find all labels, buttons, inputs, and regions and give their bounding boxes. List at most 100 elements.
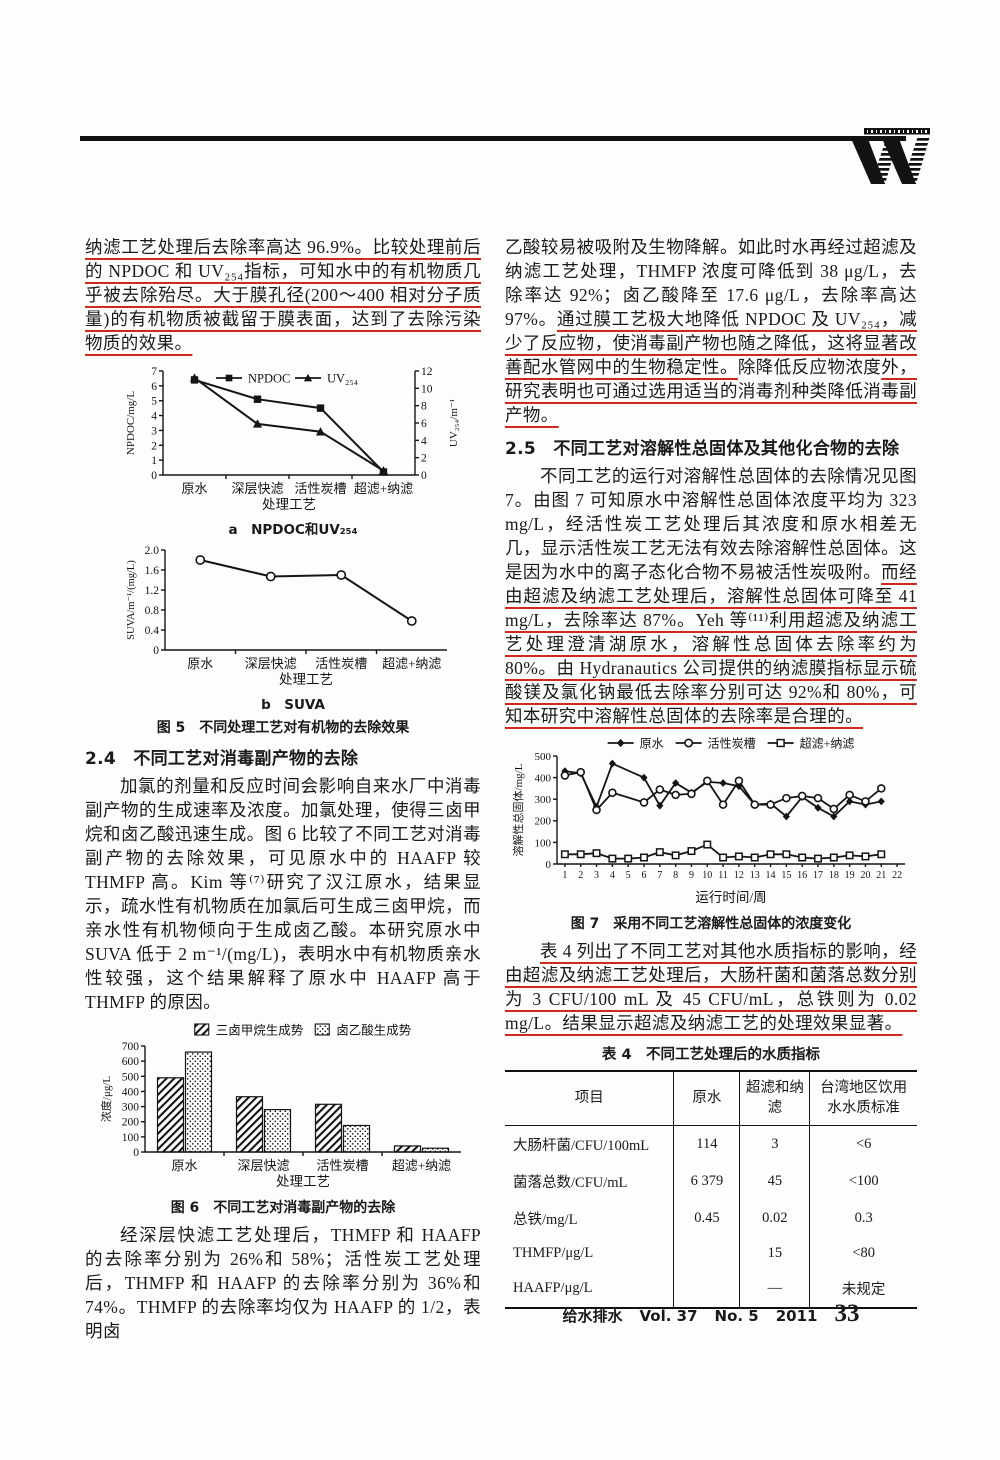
table-row: 大肠杆菌/CFU/100mL 114 3 <6 [505,1125,917,1164]
svg-text:18: 18 [829,870,839,881]
svg-text:9: 9 [689,870,694,881]
svg-text:NPDOC: NPDOC [248,372,290,386]
svg-text:12: 12 [421,366,433,378]
svg-text:三卤甲烷生成势: 三卤甲烷生成势 [216,1023,304,1038]
footer-issue: No. 5 [714,1307,759,1325]
svg-text:1.6: 1.6 [145,565,160,577]
paragraph-nf-removal: 纳滤工艺处理后去除率高达 96.9%。比较处理前后的 NPDOC 和 UV₂₅₄… [85,237,481,353]
svg-text:超滤+纳滤: 超滤+纳滤 [800,735,855,750]
svg-text:300: 300 [122,1102,140,1114]
table-cell: 45 [739,1163,810,1201]
table-cell: 6 379 [673,1163,740,1201]
svg-text:14: 14 [766,870,776,881]
footer-year: 2011 [775,1307,818,1325]
svg-text:深层快滤: 深层快滤 [245,656,297,671]
svg-text:1: 1 [151,455,157,467]
svg-text:20: 20 [860,870,870,881]
table-cell: THMFP/μg/L [513,1245,594,1262]
table4: 项目 原水 超滤和纳滤 台湾地区饮用水水质标准 大肠杆菌/CFU/100mL 114 3 <… [505,1070,917,1310]
table-row: 菌落总数/CFU/mL 6 379 45 <100 [505,1163,917,1201]
section-heading-2-4: 2.4 不同工艺对消毒副产物的去除 [85,749,359,769]
figure-5b: 0 0.4 0.8 1.2 1.6 2.0 原水 深层快滤 活性炭槽 超滤+纳滤 处理工艺 SUVA/… [123,542,481,713]
svg-text:4: 4 [151,411,157,423]
svg-text:11: 11 [718,870,728,881]
svg-text:0: 0 [153,645,159,657]
paragraph-tds: 不同工艺的运行对溶解性总固体的去除情况见图 7。由图 7 可知原水中溶解性总固体… [505,464,917,728]
paragraph-table4-summary: 表 4 列出了不同工艺对其他水质指标的影响，经由超滤及纳滤工艺处理后，大肠杆菌和… [505,941,917,1033]
table-cell [673,1270,740,1309]
svg-text:活性炭槽: 活性炭槽 [316,1158,368,1173]
table4-header-1: 原水 [673,1071,740,1127]
svg-text:2.0: 2.0 [145,545,160,557]
svg-text:溶解性总固体/mg/L: 溶解性总固体/mg/L [511,763,525,856]
table-cell: <100 [809,1163,917,1201]
svg-text:原水: 原水 [640,736,664,750]
table-cell: HAAFP/μg/L [513,1280,593,1297]
svg-text:SUVA/m⁻¹/(mg/L): SUVA/m⁻¹/(mg/L) [126,560,137,640]
table-4-title: 表 4 不同工艺处理后的水质指标 [601,1047,821,1063]
svg-text:22: 22 [892,870,902,881]
svg-text:深层快滤: 深层快滤 [237,1158,289,1173]
svg-text:6: 6 [151,381,157,393]
figure-7: 0 100 200 300 400 500 1 2 3 4 5 6 7 8 9 10 11 12 13 14 15 16 1… [511,734,917,911]
svg-text:卤乙酸生成势: 卤乙酸生成势 [336,1023,412,1038]
svg-text:处理工艺: 处理工艺 [276,1174,330,1189]
text-segment: 除降低反应物浓度 [737,357,882,377]
svg-text:500: 500 [535,751,552,763]
table4-header-3: 台湾地区饮用水水质标准 [809,1071,917,1127]
footer-page-number: 33 [834,1300,860,1327]
svg-text:0.4: 0.4 [145,625,160,637]
svg-text:0.8: 0.8 [145,605,160,617]
svg-text:16: 16 [797,870,807,881]
svg-text:活性炭槽: 活性炭槽 [708,736,756,750]
text-segment: 乙酸较易被吸附及生物降解。如此时水再经过超滤及纳滤工艺处理，THMFP 浓度可降… [505,237,917,329]
left-column: 纳滤工艺处理后去除率高达 96.9%。比较处理前后的 NPDOC 和 UV₂₅₄… [85,235,481,1345]
svg-text:400: 400 [122,1086,140,1098]
svg-text:700: 700 [122,1041,140,1053]
table-cell: 总铁/mg/L [513,1212,578,1229]
text-segment-underlined: 通过膜工艺极大地降低 NPDOC 及 UV₂₅₄，减少了反应物，使消毒副产物也随… [505,309,917,377]
table-cell: 0.02 [739,1200,810,1238]
svg-text:原水: 原水 [187,656,213,671]
svg-text:深层快滤: 深层快滤 [231,481,283,496]
svg-text:2: 2 [151,440,157,452]
svg-text:12: 12 [734,870,744,881]
table-cell: 114 [673,1125,740,1164]
svg-text:10: 10 [702,870,712,881]
table-cell: <6 [809,1125,917,1164]
table-cell: 3 [739,1125,810,1164]
svg-text:0: 0 [151,470,157,482]
table4-header-0: 项目 [505,1071,674,1127]
svg-text:0: 0 [421,470,427,482]
svg-text:10: 10 [421,383,433,395]
table4-body: 大肠杆菌/CFU/100mL 114 3 <6 菌落总数/CFU/mL 6 379 45 <1… [505,1125,917,1309]
footer-journal-name: 给水排水 [562,1307,623,1325]
journal-logo-w-icon [850,128,930,184]
footer-volume: Vol. 37 [639,1307,698,1325]
svg-text:400: 400 [535,772,552,784]
svg-text:13: 13 [750,870,760,881]
table-row: 总铁/mg/L 0.45 0.02 0.3 [505,1200,917,1238]
paragraph-dbp: 加氯的剂量和反应时间会影响自来水厂中消毒副产物的生成速率及浓度。加氯处理，使得三… [85,776,481,1012]
table-cell: 大肠杆菌/CFU/100mL [513,1138,650,1155]
svg-text:6: 6 [421,418,427,430]
page-footer: 给水排水 Vol. 37 No. 5 2011 33 [505,1300,917,1328]
svg-text:100: 100 [535,837,552,849]
svg-text:0: 0 [546,859,552,871]
svg-text:300: 300 [535,794,552,806]
svg-text:4: 4 [610,870,615,881]
svg-text:100: 100 [122,1132,140,1144]
svg-text:3: 3 [594,870,599,881]
table-cell: <80 [809,1237,917,1271]
table-cell: 未规定 [809,1270,917,1309]
table-cell: — [739,1270,810,1309]
svg-text:17: 17 [813,870,823,881]
svg-text:超滤+纳滤: 超滤+纳滤 [382,656,441,671]
table-cell: 菌落总数/CFU/mL [513,1175,628,1192]
svg-text:超滤+纳滤: 超滤+纳滤 [354,481,413,496]
figure-6: 0 100 200 300 400 500 600 700 原水 深层快滤 活性炭槽 超滤+纳滤 处理工… [99,1020,481,1195]
header-rule [80,136,906,141]
